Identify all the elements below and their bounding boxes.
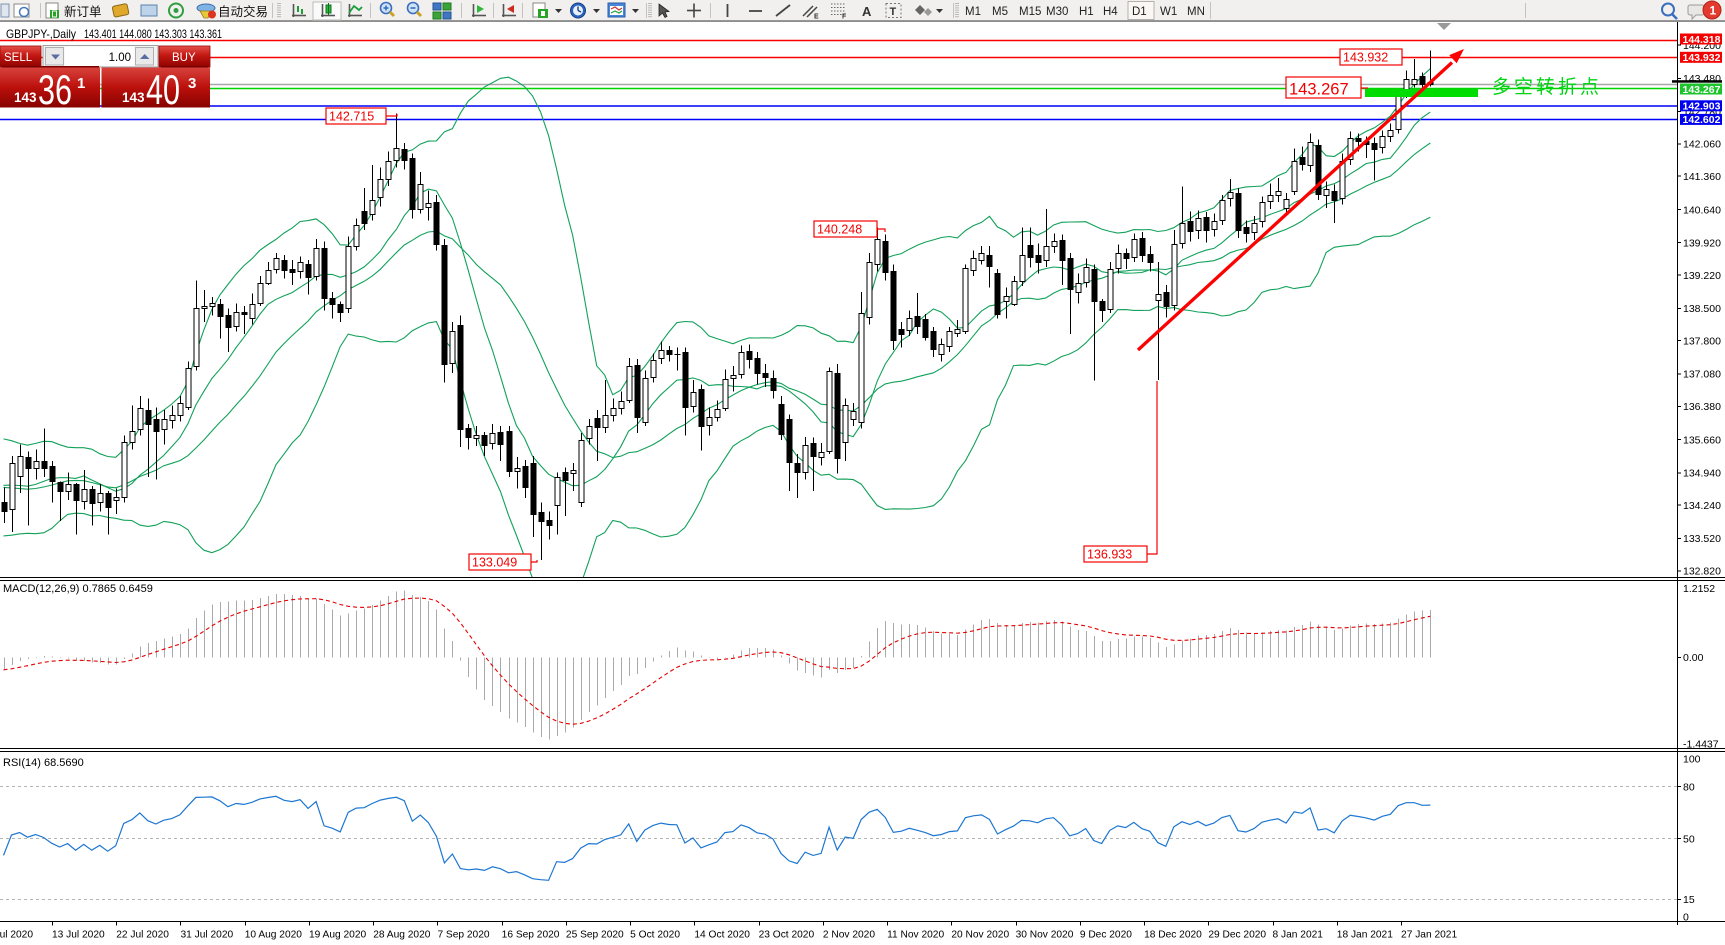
svg-text:143: 143 — [122, 90, 145, 105]
svg-text:-1.4437: -1.4437 — [1683, 739, 1719, 751]
svg-text:3: 3 — [188, 75, 196, 92]
svg-text:135.660: 135.660 — [1683, 434, 1721, 446]
svg-text:140.248: 140.248 — [817, 223, 862, 237]
svg-text:1: 1 — [1710, 4, 1717, 18]
svg-text:A: A — [862, 4, 872, 19]
svg-text:MACD(12,26,9) 0.7865 0.6459: MACD(12,26,9) 0.7865 0.6459 — [3, 583, 153, 595]
svg-text:H1: H1 — [1079, 6, 1094, 18]
svg-text:139.920: 139.920 — [1683, 238, 1721, 250]
svg-text:143.932: 143.932 — [1343, 51, 1388, 65]
svg-text:18 Dec 2020: 18 Dec 2020 — [1144, 930, 1202, 941]
svg-text:新订单: 新订单 — [64, 4, 102, 19]
svg-text:M5: M5 — [992, 6, 1008, 18]
svg-text:8 Jan 2021: 8 Jan 2021 — [1273, 930, 1324, 941]
svg-text:28 Aug 2020: 28 Aug 2020 — [373, 930, 431, 941]
svg-text:1 Jul 2020: 1 Jul 2020 — [0, 930, 33, 941]
svg-text:136.933: 136.933 — [1087, 548, 1132, 562]
svg-text:M15: M15 — [1019, 6, 1041, 18]
svg-text:MN: MN — [1187, 6, 1205, 18]
svg-text:132.820: 132.820 — [1683, 566, 1721, 578]
svg-text:18 Jan 2021: 18 Jan 2021 — [1337, 930, 1393, 941]
svg-text:137.080: 137.080 — [1683, 369, 1721, 381]
svg-text:142.715: 142.715 — [329, 110, 374, 124]
svg-text:13 Jul 2020: 13 Jul 2020 — [52, 930, 105, 941]
svg-text:40: 40 — [146, 66, 180, 113]
svg-text:19 Aug 2020: 19 Aug 2020 — [309, 930, 367, 941]
svg-text:133.049: 133.049 — [472, 556, 517, 570]
svg-text:SELL: SELL — [4, 52, 33, 64]
svg-text:H4: H4 — [1103, 6, 1118, 18]
svg-text:自动交易: 自动交易 — [218, 4, 268, 19]
svg-text:29 Dec 2020: 29 Dec 2020 — [1208, 930, 1266, 941]
svg-text:143: 143 — [14, 90, 37, 105]
svg-text:20 Nov 2020: 20 Nov 2020 — [951, 930, 1009, 941]
svg-text:137.800: 137.800 — [1683, 335, 1721, 347]
svg-text:15: 15 — [1683, 894, 1695, 906]
svg-text:5 Oct 2020: 5 Oct 2020 — [630, 930, 680, 941]
svg-text:134.240: 134.240 — [1683, 500, 1721, 512]
svg-text:2 Nov 2020: 2 Nov 2020 — [823, 930, 875, 941]
svg-text:144.318: 144.318 — [1683, 34, 1721, 46]
svg-text:GBPJPY-,Daily: GBPJPY-,Daily — [6, 27, 76, 41]
svg-text:M1: M1 — [965, 6, 981, 18]
svg-text:133.520: 133.520 — [1683, 533, 1721, 545]
svg-text:多空转折点: 多空转折点 — [1492, 76, 1602, 98]
svg-text:BUY: BUY — [172, 52, 196, 64]
svg-text:100: 100 — [1683, 754, 1701, 766]
svg-text:14 Oct 2020: 14 Oct 2020 — [694, 930, 750, 941]
svg-text:W1: W1 — [1160, 6, 1177, 18]
svg-text:D1: D1 — [1132, 6, 1147, 18]
svg-text:1.2152: 1.2152 — [1683, 583, 1715, 595]
svg-text:F: F — [842, 14, 847, 21]
svg-text:140.640: 140.640 — [1683, 204, 1721, 216]
svg-text:141.360: 141.360 — [1683, 171, 1721, 183]
svg-text:134.940: 134.940 — [1683, 468, 1721, 480]
svg-text:1: 1 — [77, 75, 85, 92]
svg-text:22 Jul 2020: 22 Jul 2020 — [116, 930, 169, 941]
svg-text:1.00: 1.00 — [109, 52, 131, 64]
svg-text:7 Sep 2020: 7 Sep 2020 — [437, 930, 489, 941]
svg-text:143.267: 143.267 — [1683, 84, 1721, 96]
svg-text:31 Jul 2020: 31 Jul 2020 — [180, 930, 233, 941]
svg-text:M30: M30 — [1046, 6, 1068, 18]
svg-text:50: 50 — [1683, 833, 1695, 845]
svg-text:23 Oct 2020: 23 Oct 2020 — [759, 930, 815, 941]
svg-text:16 Sep 2020: 16 Sep 2020 — [502, 930, 560, 941]
svg-text:138.500: 138.500 — [1683, 303, 1721, 315]
svg-text:142.060: 142.060 — [1683, 139, 1721, 151]
svg-text:143.932: 143.932 — [1683, 52, 1721, 64]
svg-text:143.401 144.080 143.303 143.36: 143.401 144.080 143.303 143.361 — [84, 27, 222, 41]
svg-text:139.220: 139.220 — [1683, 270, 1721, 282]
svg-text:142.903: 142.903 — [1683, 101, 1721, 113]
svg-text:RSI(14) 68.5690: RSI(14) 68.5690 — [3, 757, 84, 769]
svg-text:E: E — [814, 14, 819, 21]
svg-text:30 Nov 2020: 30 Nov 2020 — [1016, 930, 1074, 941]
svg-text:80: 80 — [1683, 781, 1695, 793]
svg-text:36: 36 — [38, 66, 72, 113]
svg-text:9 Dec 2020: 9 Dec 2020 — [1080, 930, 1132, 941]
svg-text:0: 0 — [1683, 912, 1689, 924]
svg-text:27 Jan 2021: 27 Jan 2021 — [1401, 930, 1457, 941]
svg-text:10 Aug 2020: 10 Aug 2020 — [245, 930, 303, 941]
svg-text:143.267: 143.267 — [1289, 81, 1349, 99]
svg-text:0.00: 0.00 — [1683, 652, 1704, 664]
svg-text:11 Nov 2020: 11 Nov 2020 — [887, 930, 944, 941]
svg-text:25 Sep 2020: 25 Sep 2020 — [566, 930, 624, 941]
svg-text:136.380: 136.380 — [1683, 401, 1721, 413]
svg-text:142.602: 142.602 — [1683, 114, 1721, 126]
svg-text:T: T — [890, 6, 897, 18]
